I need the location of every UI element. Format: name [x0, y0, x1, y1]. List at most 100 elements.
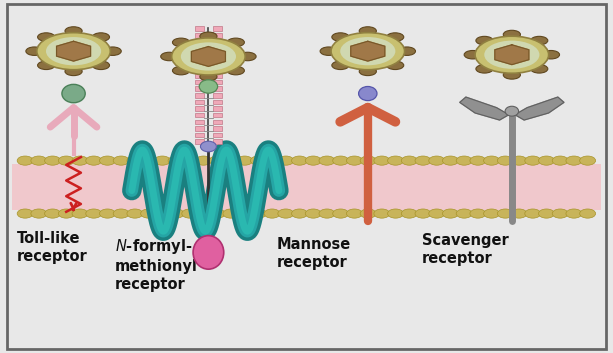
- Circle shape: [443, 209, 459, 218]
- Ellipse shape: [104, 47, 121, 55]
- Circle shape: [525, 156, 541, 165]
- Circle shape: [497, 209, 513, 218]
- Ellipse shape: [172, 38, 189, 47]
- Bar: [213, 33, 222, 38]
- Ellipse shape: [503, 71, 520, 79]
- Bar: [213, 120, 222, 124]
- Bar: [12, 164, 601, 210]
- Circle shape: [140, 209, 156, 218]
- Bar: [213, 80, 222, 84]
- Ellipse shape: [65, 27, 82, 35]
- Ellipse shape: [65, 67, 82, 76]
- Circle shape: [127, 156, 143, 165]
- Circle shape: [525, 209, 541, 218]
- Ellipse shape: [387, 61, 404, 70]
- Circle shape: [566, 209, 582, 218]
- Ellipse shape: [161, 52, 178, 61]
- Circle shape: [168, 209, 184, 218]
- Circle shape: [237, 156, 253, 165]
- Bar: [213, 139, 222, 144]
- Ellipse shape: [476, 65, 493, 73]
- Text: Mannose
receptor: Mannose receptor: [277, 237, 351, 269]
- Text: Toll-like
receptor: Toll-like receptor: [17, 231, 88, 264]
- Bar: [213, 86, 222, 91]
- Bar: [213, 26, 222, 31]
- Circle shape: [580, 156, 596, 165]
- Circle shape: [182, 209, 198, 218]
- Circle shape: [511, 209, 527, 218]
- Circle shape: [250, 209, 266, 218]
- Ellipse shape: [227, 38, 245, 47]
- Circle shape: [305, 209, 321, 218]
- Ellipse shape: [320, 47, 337, 55]
- Ellipse shape: [26, 47, 43, 55]
- Circle shape: [182, 156, 198, 165]
- Circle shape: [387, 156, 403, 165]
- Bar: [213, 46, 222, 51]
- Circle shape: [264, 209, 280, 218]
- Bar: [195, 26, 204, 31]
- Circle shape: [31, 209, 47, 218]
- Bar: [195, 60, 204, 64]
- Ellipse shape: [503, 30, 520, 39]
- Ellipse shape: [199, 80, 218, 93]
- Circle shape: [511, 156, 527, 165]
- Circle shape: [292, 156, 308, 165]
- Bar: [213, 40, 222, 44]
- Circle shape: [580, 209, 596, 218]
- Circle shape: [58, 209, 74, 218]
- Ellipse shape: [359, 86, 377, 101]
- Bar: [213, 73, 222, 78]
- Ellipse shape: [37, 61, 55, 70]
- Circle shape: [86, 156, 102, 165]
- Circle shape: [333, 156, 349, 165]
- Bar: [195, 53, 204, 58]
- Ellipse shape: [476, 36, 493, 45]
- Circle shape: [346, 209, 362, 218]
- Circle shape: [538, 156, 554, 165]
- Circle shape: [264, 156, 280, 165]
- Ellipse shape: [239, 52, 256, 61]
- Circle shape: [72, 209, 88, 218]
- Circle shape: [278, 156, 294, 165]
- Circle shape: [99, 209, 115, 218]
- Polygon shape: [495, 45, 529, 65]
- Circle shape: [154, 156, 170, 165]
- Circle shape: [484, 209, 500, 218]
- Circle shape: [113, 209, 129, 218]
- Circle shape: [127, 209, 143, 218]
- Circle shape: [415, 156, 431, 165]
- Ellipse shape: [387, 33, 404, 41]
- Ellipse shape: [200, 141, 216, 152]
- Bar: [195, 80, 204, 84]
- Bar: [195, 113, 204, 118]
- Circle shape: [196, 156, 211, 165]
- Ellipse shape: [464, 50, 481, 59]
- Ellipse shape: [193, 236, 224, 269]
- Ellipse shape: [172, 38, 245, 75]
- Ellipse shape: [475, 36, 549, 73]
- Ellipse shape: [359, 27, 376, 35]
- Circle shape: [168, 156, 184, 165]
- Circle shape: [45, 156, 61, 165]
- Polygon shape: [460, 97, 509, 120]
- Circle shape: [31, 156, 47, 165]
- Ellipse shape: [93, 33, 110, 41]
- Bar: [195, 46, 204, 51]
- Circle shape: [113, 156, 129, 165]
- Ellipse shape: [200, 32, 217, 41]
- Circle shape: [470, 156, 486, 165]
- Polygon shape: [351, 41, 385, 61]
- Bar: [195, 86, 204, 91]
- Bar: [195, 106, 204, 111]
- Circle shape: [196, 209, 211, 218]
- Ellipse shape: [37, 33, 55, 41]
- Ellipse shape: [531, 36, 548, 45]
- Bar: [195, 93, 204, 97]
- Ellipse shape: [398, 47, 416, 55]
- Bar: [213, 106, 222, 111]
- Bar: [213, 113, 222, 118]
- Bar: [195, 40, 204, 44]
- Ellipse shape: [62, 84, 85, 103]
- Circle shape: [319, 209, 335, 218]
